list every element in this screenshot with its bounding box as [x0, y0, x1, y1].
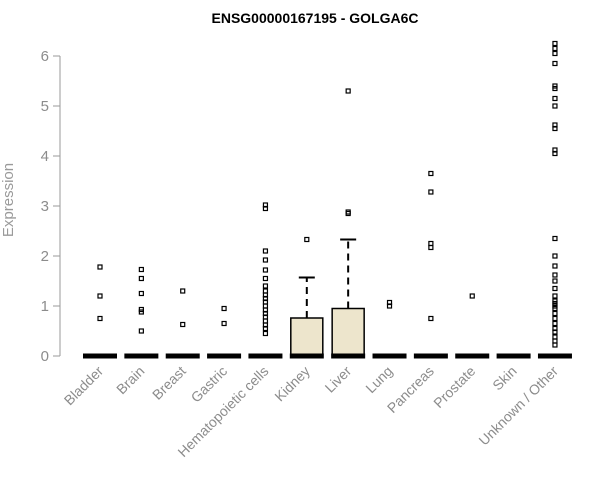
outlier-point [138, 290, 144, 297]
outlier-point [304, 236, 310, 243]
box-group [289, 236, 324, 359]
outlier-point [428, 315, 434, 322]
y-tick-label: 4 [41, 148, 49, 165]
y-tick-label: 3 [41, 198, 49, 215]
outlier-point [552, 60, 558, 67]
x-tick-label: Brain [113, 363, 147, 397]
outlier-point [386, 299, 393, 306]
outlier-point [552, 342, 558, 348]
outlier-point [180, 288, 186, 294]
outlier-point [552, 253, 558, 259]
y-tick-label: 1 [41, 298, 49, 315]
y-axis-label: Expression [0, 163, 17, 237]
x-tick-label: Liver [322, 363, 355, 396]
outlier-point [262, 202, 269, 208]
y-tick-label: 5 [41, 98, 49, 115]
x-tick-label: Skin [489, 363, 520, 394]
y-axis: 0 1 2 3 4 5 6 [41, 48, 61, 365]
box-group [207, 305, 242, 359]
outlier-point [262, 275, 269, 282]
box-group [331, 88, 366, 359]
outlier-point [262, 248, 269, 254]
outlier-point [428, 189, 434, 195]
outlier-point [221, 305, 227, 312]
box-iqr [331, 307, 365, 357]
outlier-point [428, 244, 434, 251]
outlier-point [552, 83, 558, 89]
outlier-point [469, 293, 475, 299]
x-tick-label: Kidney [271, 363, 313, 405]
outlier-point [262, 303, 269, 309]
outlier-point [262, 283, 269, 289]
y-tick-label: 2 [41, 248, 49, 265]
outlier-point [552, 334, 558, 340]
outlier-point [262, 318, 269, 324]
box-group [455, 293, 490, 359]
outlier-point [97, 264, 103, 270]
outlier-point [97, 315, 103, 322]
box-iqr [290, 317, 324, 357]
outlier-point [552, 320, 558, 327]
box-group [413, 170, 448, 359]
x-tick-label: Bladder [61, 363, 107, 409]
outlier-point [552, 298, 558, 304]
outlier-point [345, 209, 351, 215]
outlier-point [552, 95, 558, 102]
chart-title: ENSG00000167195 - GOLGA6C [212, 10, 419, 26]
outlier-point [552, 293, 558, 299]
outlier-point [552, 122, 558, 128]
outlier-point [262, 267, 269, 273]
box-group [372, 299, 407, 359]
box-group [248, 202, 283, 359]
outlier-point [552, 338, 558, 344]
outlier-point [552, 103, 558, 109]
box-group [83, 264, 117, 359]
outlier-point [262, 330, 269, 337]
outlier-point [552, 278, 558, 284]
outlier-point [552, 325, 558, 332]
outlier-point [552, 285, 558, 292]
outlier-point [552, 272, 558, 278]
box-group [124, 266, 159, 359]
outlier-point [552, 235, 558, 242]
y-tick-label: 0 [41, 348, 49, 365]
outlier-point [138, 306, 144, 313]
outlier-point [552, 315, 558, 322]
outlier-point [180, 321, 186, 328]
outlier-point [221, 320, 227, 327]
outlier-point [138, 275, 144, 282]
x-tick-label: Breast [149, 363, 189, 403]
outlier-point [345, 88, 351, 94]
x-tick-label: Prostate [430, 363, 478, 411]
box-group [165, 288, 200, 359]
outlier-point [552, 310, 558, 317]
outlier-point [552, 147, 558, 153]
outlier-point [552, 50, 558, 57]
outlier-point [552, 263, 558, 269]
outlier-point [428, 240, 434, 247]
outlier-point [552, 40, 558, 47]
plot-area [83, 40, 572, 359]
outlier-point [138, 328, 144, 334]
x-tick-label: Unknown / Other [475, 363, 561, 449]
outlier-point [97, 293, 103, 299]
outlier-point [552, 45, 558, 52]
x-tick-label: Lung [362, 363, 395, 396]
y-tick-label: 6 [41, 48, 49, 65]
outlier-point [262, 288, 269, 294]
outlier-point [138, 266, 144, 273]
outlier-point [262, 257, 269, 263]
outlier-point [428, 170, 434, 177]
box-group [537, 40, 572, 359]
